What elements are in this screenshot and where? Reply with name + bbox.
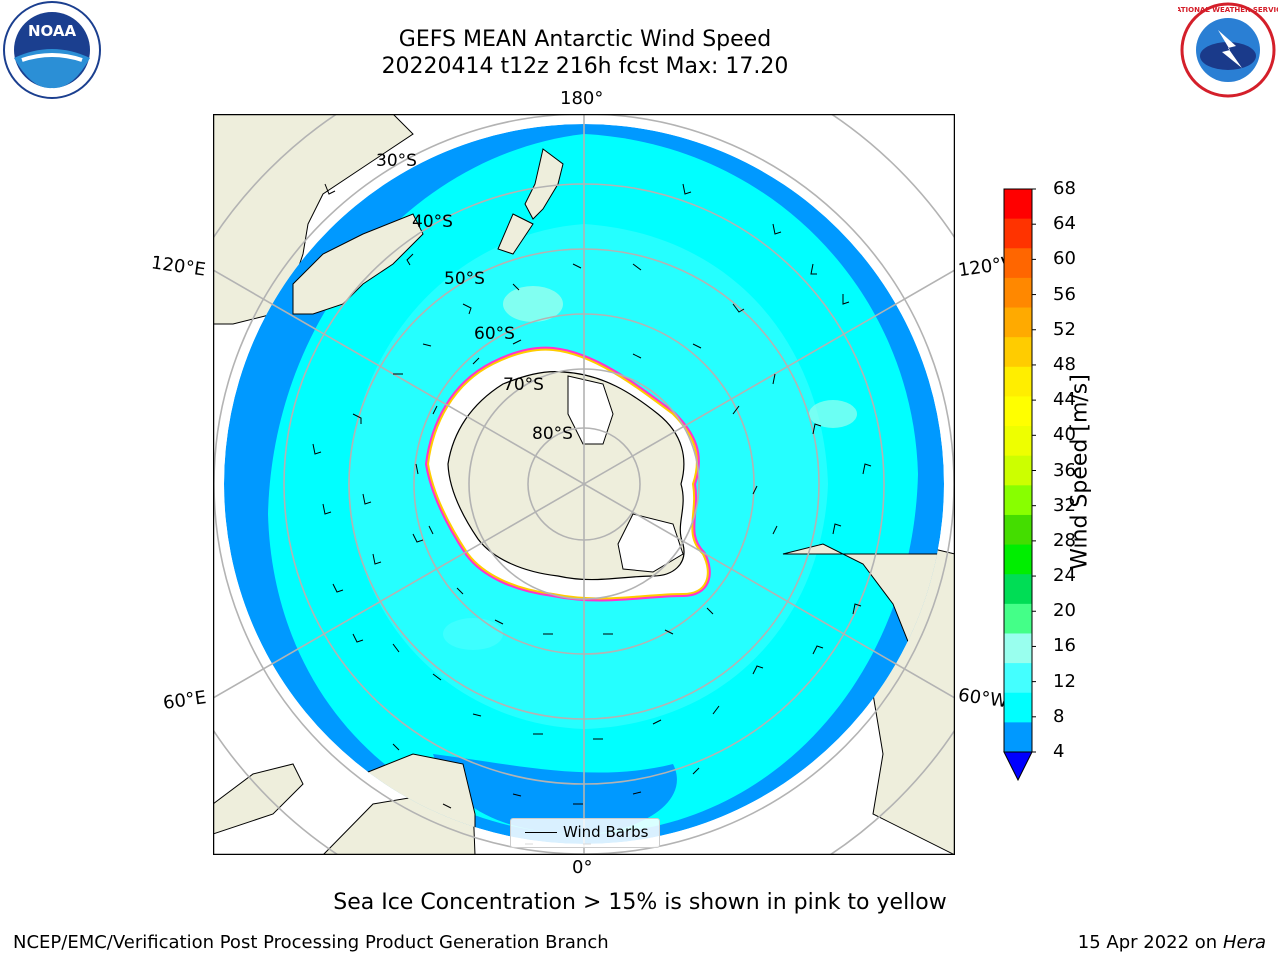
colorbar-segment xyxy=(1004,307,1032,338)
colorbar-segment xyxy=(1004,396,1032,427)
colorbar-segment xyxy=(1004,692,1032,723)
legend-line-swatch xyxy=(525,832,557,833)
lat-label-30s: 30°S xyxy=(376,151,417,171)
colorbar xyxy=(1003,188,1036,782)
colorbar-tick-label: 4 xyxy=(1053,741,1065,762)
footer-date: 15 Apr 2022 on Hera xyxy=(1078,932,1266,953)
colorbar-tick-label: 68 xyxy=(1053,178,1076,199)
map-title: GEFS MEAN Antarctic Wind Speed xyxy=(398,27,772,52)
colorbar-label: Wind Speed [m/s] xyxy=(1067,374,1093,570)
noaa-logo-text: NOAA xyxy=(28,22,77,40)
australia xyxy=(292,213,424,315)
colorbar-segment xyxy=(1004,426,1032,457)
wind-band-12-16 xyxy=(503,286,563,322)
lat-label-60s: 60°S xyxy=(474,324,515,344)
wind-barb-legend: Wind Barbs xyxy=(510,818,660,848)
colorbar-tick-label: 48 xyxy=(1053,353,1076,375)
colorbar-segment xyxy=(1004,189,1032,220)
colorbar-segment xyxy=(1004,455,1032,486)
colorbar-tick-label: 40 xyxy=(1053,424,1076,446)
sea-ice-note: Sea Ice Concentration > 15% is shown in … xyxy=(333,890,947,915)
lat-label-70s: 70°S xyxy=(503,375,544,395)
colorbar-tick-label: 36 xyxy=(1053,459,1076,481)
map-subtitle: 20220414 t12z 216h fcst Max: 17.20 xyxy=(381,54,789,79)
colorbar-segment xyxy=(1004,218,1032,249)
colorbar-segment xyxy=(1004,574,1032,605)
colorbar-segment xyxy=(1004,514,1032,546)
lat-label-50s: 50°S xyxy=(444,269,485,289)
lat-label-40s: 40°S xyxy=(412,212,453,232)
colorbar-tick-label: 60 xyxy=(1053,248,1076,270)
colorbar-segment xyxy=(1004,248,1032,279)
colorbar-tick-label: 56 xyxy=(1053,283,1076,305)
footer-date-text: 15 Apr 2022 on xyxy=(1077,932,1223,953)
colorbar-segment xyxy=(1004,277,1032,309)
colorbar-segment xyxy=(1004,663,1032,694)
colorbar-segment xyxy=(1004,544,1032,575)
colorbar-segment xyxy=(1004,633,1032,664)
colorbar-tick-label: 8 xyxy=(1053,705,1065,727)
colorbar-segment xyxy=(1004,337,1032,368)
colorbar-tick-label: 28 xyxy=(1053,529,1076,551)
colorbar-extend-arrow xyxy=(1003,751,1033,782)
nws-logo: NATIONAL WEATHER SERVICE xyxy=(1170,0,1280,100)
polar-stereographic-map xyxy=(213,114,955,855)
wind-barbs xyxy=(312,183,872,845)
colorbar-segment xyxy=(1004,722,1032,753)
new-zealand xyxy=(524,148,564,220)
lon-label-0: 0° xyxy=(572,857,593,878)
colorbar-tick-label: 44 xyxy=(1053,389,1076,411)
colorbar-segment xyxy=(1004,366,1032,397)
colorbar-tick-label: 16 xyxy=(1053,635,1076,657)
colorbar-segment xyxy=(1004,485,1032,516)
noaa-logo: NOAA xyxy=(2,0,102,100)
colorbar-tick-label: 24 xyxy=(1053,565,1076,587)
lat-label-80s: 80°S xyxy=(532,424,573,444)
colorbar-tick-label: 64 xyxy=(1053,213,1076,235)
lon-label-180: 180° xyxy=(560,88,604,109)
footer-machine: Hera xyxy=(1222,932,1266,953)
colorbar-tick-label: 32 xyxy=(1053,494,1076,516)
lon-label-120e: 120°E xyxy=(149,252,207,281)
lon-label-60e: 60°E xyxy=(161,687,208,714)
colorbar-tick-label: 52 xyxy=(1053,318,1076,340)
colorbar-tick-label: 12 xyxy=(1053,670,1076,692)
footer-organization: NCEP/EMC/Verification Post Processing Pr… xyxy=(13,932,609,953)
legend-label: Wind Barbs xyxy=(563,823,649,841)
colorbar-tick-label: 20 xyxy=(1053,600,1076,622)
nws-logo-text: NATIONAL WEATHER SERVICE xyxy=(1178,6,1278,14)
colorbar-segment xyxy=(1004,603,1032,634)
